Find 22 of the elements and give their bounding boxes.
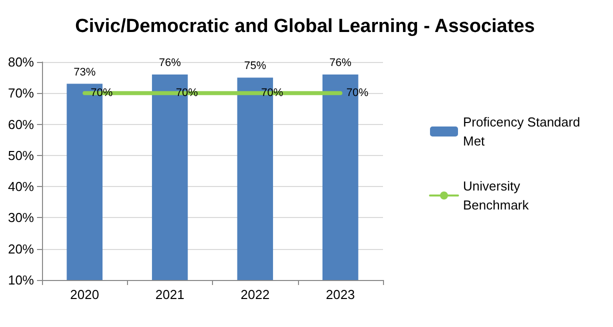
data-label: 75%: [244, 60, 266, 72]
y-tick-label: 30%: [8, 210, 34, 226]
legend-label: Proficency Standard Met: [463, 114, 584, 148]
y-tick-label: 40%: [8, 179, 34, 194]
x-tick-label: 2020: [70, 287, 100, 302]
legend-label: University Benchmark: [463, 178, 530, 212]
y-tick-label: 60%: [8, 116, 34, 132]
data-label: 76%: [158, 56, 182, 69]
data-label: 76%: [329, 56, 352, 69]
data-label: 70%: [176, 87, 198, 100]
y-tick-label: 10%: [8, 272, 34, 288]
y-tick-label: 20%: [8, 241, 34, 256]
data-label: 70%: [261, 87, 284, 100]
y-tick-label: 80%: [8, 54, 34, 70]
x-tick-label: 2023: [326, 287, 355, 302]
x-tick-label: 2022: [240, 287, 270, 302]
chart-title: Civic/Democratic and Global Learning - Associates: [75, 16, 535, 37]
x-tick-label: 2021: [155, 287, 184, 302]
y-tick-label: 50%: [8, 148, 34, 163]
data-label: 70%: [90, 87, 113, 100]
data-label: 73%: [74, 66, 96, 78]
y-tick-label: 70%: [8, 86, 34, 101]
